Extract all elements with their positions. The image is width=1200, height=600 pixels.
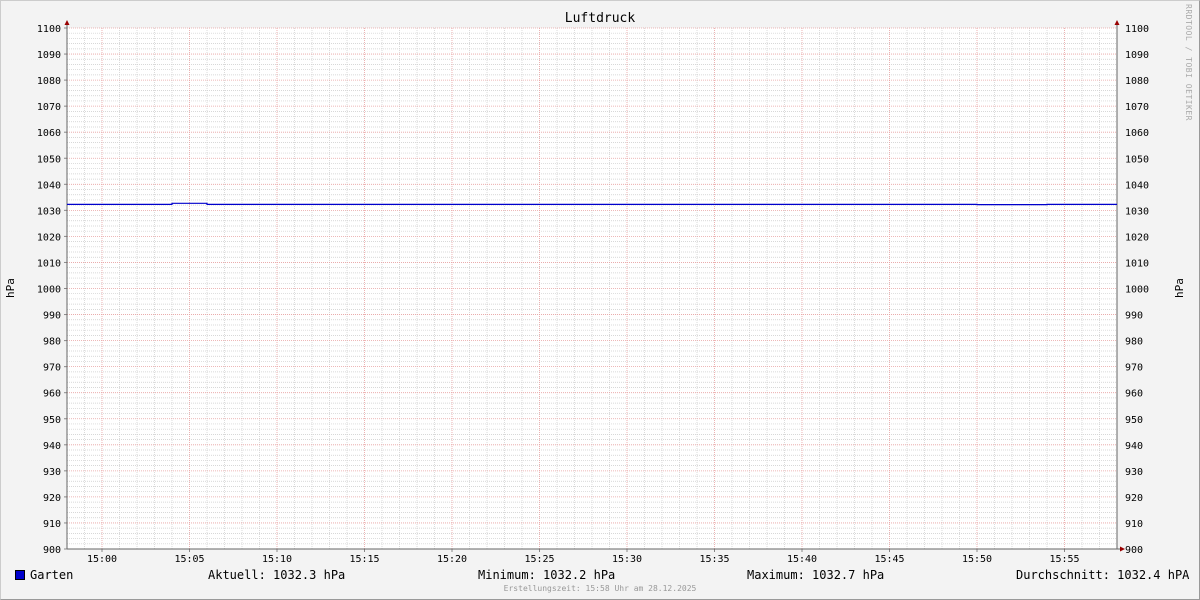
- y-tick-label-left: 990: [43, 311, 61, 322]
- y-axis-arrow-icon: [64, 20, 70, 25]
- watermark: RRDTOOL / TOBI OETIKER: [1184, 4, 1193, 121]
- y-tick-label-left: 940: [43, 441, 61, 452]
- chart-title: Luftdruck: [564, 11, 636, 26]
- y-tick-label-right: 1030: [1125, 206, 1149, 217]
- y-tick-label-left: 920: [43, 493, 61, 504]
- y-tick-label-right: 1040: [1125, 180, 1149, 191]
- y-axis-label-left: hPa: [4, 278, 17, 298]
- y-tick-label-right: 1090: [1125, 50, 1149, 61]
- y-tick-label-left: 1000: [37, 285, 61, 296]
- y-tick-label-right: 930: [1125, 467, 1143, 478]
- x-tick-label: 15:55: [1049, 554, 1079, 565]
- x-tick-label: 15:20: [437, 554, 467, 565]
- y-tick-label-right: 1000: [1125, 285, 1149, 296]
- y-tick-label-left: 910: [43, 519, 61, 530]
- y-tick-label-left: 1060: [37, 128, 61, 139]
- y-axis-label-right: hPa: [1173, 278, 1186, 298]
- series-line-garten: [67, 202, 1117, 206]
- y-tick-label-left: 1050: [37, 154, 61, 165]
- x-tick-label: 15:35: [699, 554, 729, 565]
- x-tick-label: 15:25: [524, 554, 554, 565]
- y-tick-label-left: 1090: [37, 50, 61, 61]
- y-tick-label-right: 940: [1125, 441, 1143, 452]
- y-tick-label-left: 960: [43, 389, 61, 400]
- y-tick-label-left: 950: [43, 415, 61, 426]
- footer-timestamp: Erstellungszeit: 15:58 Uhr am 28.12.2025: [503, 584, 697, 593]
- legend-series-name: Garten: [30, 568, 74, 582]
- x-tick-label: 15:00: [87, 554, 117, 565]
- y-tick-label-left: 1040: [37, 180, 61, 191]
- x-tick-label: 15:40: [787, 554, 817, 565]
- y-tick-label-left: 1070: [37, 102, 61, 113]
- y-tick-label-right: 920: [1125, 493, 1143, 504]
- y-tick-label-left: 1020: [37, 232, 61, 243]
- y-tick-label-left: 1030: [37, 206, 61, 217]
- y-tick-label-right: 1020: [1125, 232, 1149, 243]
- y-tick-label-left: 900: [43, 545, 61, 556]
- x-tick-label: 15:30: [612, 554, 642, 565]
- legend-current: Aktuell: 1032.3 hPa: [208, 568, 346, 582]
- y-tick-label-left: 1010: [37, 258, 61, 269]
- y-tick-label-left: 980: [43, 337, 61, 348]
- y-tick-label-right: 990: [1125, 311, 1143, 322]
- y-tick-label-right: 960: [1125, 389, 1143, 400]
- y-tick-label-right: 970: [1125, 363, 1143, 374]
- y-tick-label-left: 1080: [37, 76, 61, 87]
- y-tick-label-right: 1080: [1125, 76, 1149, 87]
- x-axis-arrow-icon: [1120, 546, 1125, 552]
- x-tick-label: 15:15: [349, 554, 379, 565]
- y-tick-label-right: 1070: [1125, 102, 1149, 113]
- legend-swatch-garten: [15, 570, 25, 580]
- y-tick-label-right: 1050: [1125, 154, 1149, 165]
- y-tick-label-left: 930: [43, 467, 61, 478]
- x-tick-label: 15:45: [874, 554, 904, 565]
- y-axis-right-arrow-icon: [1114, 20, 1120, 25]
- y-tick-label-right: 980: [1125, 337, 1143, 348]
- x-tick-label: 15:10: [262, 554, 292, 565]
- y-tick-label-left: 1100: [37, 24, 61, 35]
- legend-minimum: Minimum: 1032.2 hPa: [478, 568, 616, 582]
- y-tick-label-left: 970: [43, 363, 61, 374]
- y-tick-label-right: 900: [1125, 545, 1143, 556]
- legend-maximum: Maximum: 1032.7 hPa: [747, 568, 885, 582]
- y-tick-label-right: 1100: [1125, 24, 1149, 35]
- legend-average: Durchschnitt: 1032.4 hPA: [1016, 568, 1190, 582]
- y-tick-label-right: 1010: [1125, 258, 1149, 269]
- y-tick-label-right: 1060: [1125, 128, 1149, 139]
- x-tick-label: 15:50: [962, 554, 992, 565]
- x-tick-label: 15:05: [174, 554, 204, 565]
- y-tick-label-right: 950: [1125, 415, 1143, 426]
- y-tick-label-right: 910: [1125, 519, 1143, 530]
